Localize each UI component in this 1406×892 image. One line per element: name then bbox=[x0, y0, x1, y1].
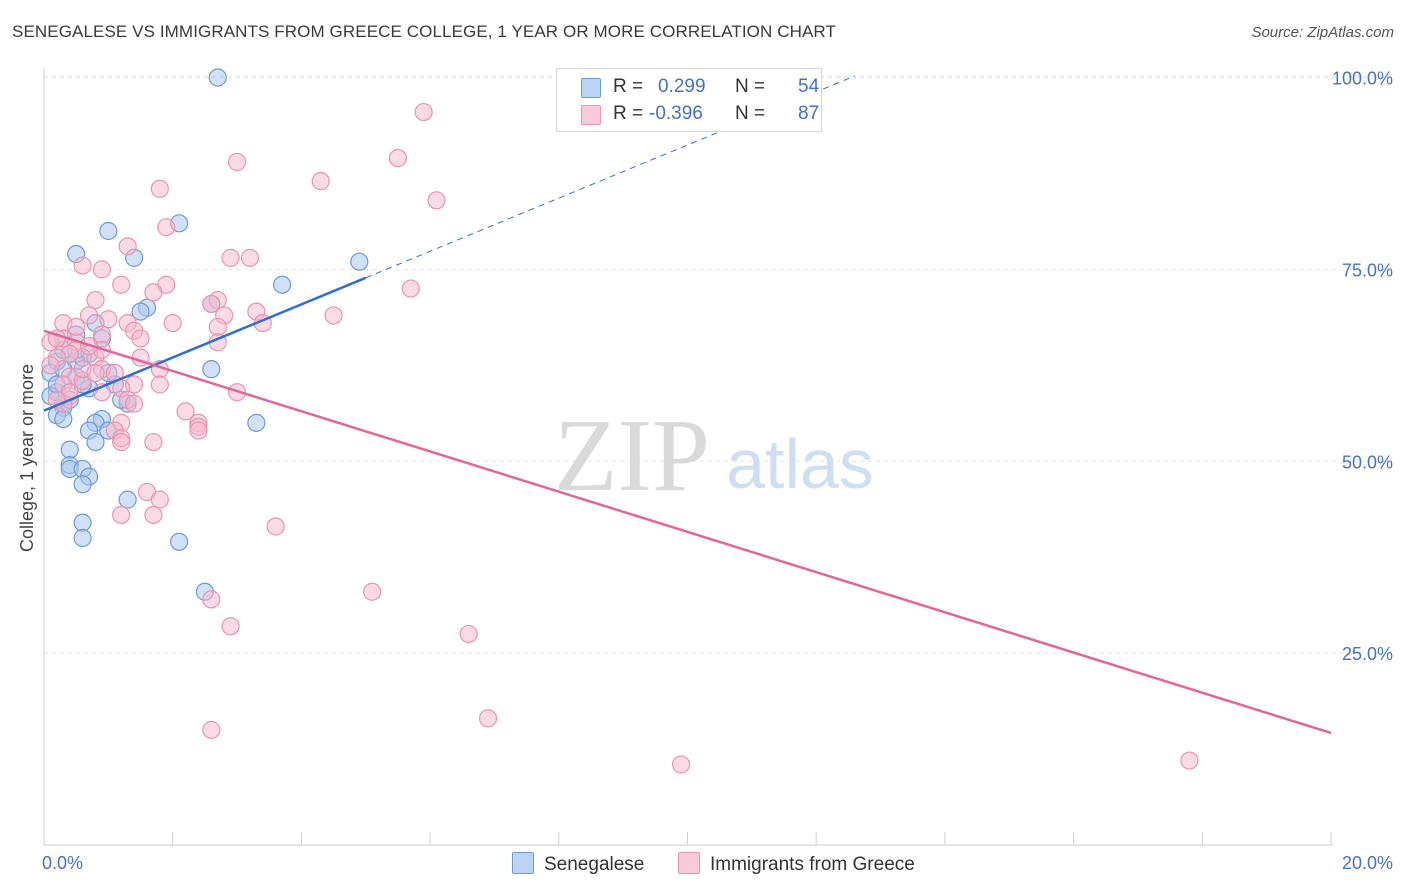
data-point-greece bbox=[92, 260, 112, 279]
tick-labels: 25.0% 50.0% 75.0% 100.0% 0.0% 20.0% bbox=[42, 69, 1393, 874]
legend-r-value: 0.299 bbox=[658, 76, 706, 97]
data-point-senegalese bbox=[202, 360, 221, 379]
bottom-legend-greece: Immigrants from Greece bbox=[678, 852, 915, 876]
data-point-greece bbox=[427, 191, 446, 210]
bottom-legend-label: Senegalese bbox=[544, 854, 645, 875]
gridlines bbox=[44, 75, 1394, 654]
chart-title: SENEGALESE VS IMMIGRANTS FROM GREECE COL… bbox=[12, 22, 836, 41]
data-point-greece bbox=[671, 755, 691, 774]
data-point-greece bbox=[240, 248, 260, 267]
data-point-greece bbox=[144, 283, 163, 302]
x-tick-label: 20.0% bbox=[1342, 853, 1393, 873]
data-point-senegalese bbox=[86, 432, 105, 452]
bottom-legend-label: Immigrants from Greece bbox=[710, 854, 915, 875]
data-point-greece bbox=[41, 356, 60, 375]
data-point-greece bbox=[208, 317, 227, 337]
watermark-zip: ZIP bbox=[554, 398, 710, 513]
y-tick-label: 75.0% bbox=[1342, 260, 1393, 280]
data-point-senegalese bbox=[54, 409, 73, 429]
y-tick-label: 100.0% bbox=[1332, 69, 1393, 89]
x-tick-label: 0.0% bbox=[42, 853, 83, 873]
data-point-greece bbox=[112, 275, 131, 294]
trendline-greece bbox=[43, 329, 1332, 735]
axes bbox=[43, 68, 1333, 846]
data-point-greece bbox=[478, 709, 498, 728]
data-point-greece bbox=[99, 310, 118, 329]
legend-n-value: 54 bbox=[798, 76, 820, 97]
data-point-greece bbox=[150, 375, 169, 394]
watermark-atlas: atlas bbox=[726, 425, 874, 503]
data-point-greece bbox=[202, 590, 221, 609]
data-point-greece bbox=[221, 248, 240, 267]
bottom-swatch-blue bbox=[512, 852, 534, 874]
y-axis-label: College, 1 year or more bbox=[17, 364, 37, 552]
legend-r-label: R = bbox=[613, 103, 644, 124]
data-point-greece bbox=[73, 256, 92, 275]
legend-swatch-blue bbox=[581, 78, 601, 98]
data-point-greece bbox=[124, 394, 144, 413]
data-point-senegalese bbox=[99, 221, 118, 241]
legend-r-value: -0.396 bbox=[649, 103, 703, 124]
data-point-greece bbox=[144, 432, 163, 452]
data-point-greece bbox=[79, 306, 99, 325]
greece-points bbox=[41, 102, 1199, 774]
data-point-greece bbox=[227, 152, 247, 172]
data-point-greece bbox=[150, 179, 169, 198]
data-point-greece bbox=[324, 306, 343, 325]
data-point-senegalese bbox=[60, 440, 79, 459]
trendline-senegalese bbox=[43, 276, 367, 412]
legend-swatch-pink bbox=[581, 105, 601, 125]
data-point-greece bbox=[202, 720, 221, 739]
data-point-senegalese bbox=[170, 532, 189, 551]
data-point-greece bbox=[1180, 751, 1199, 770]
data-point-greece bbox=[112, 432, 131, 452]
data-point-senegalese bbox=[73, 513, 92, 532]
data-point-greece bbox=[459, 624, 478, 644]
data-point-senegalese bbox=[118, 490, 137, 509]
data-point-greece bbox=[363, 582, 382, 601]
data-point-senegalese bbox=[131, 302, 150, 321]
data-point-greece bbox=[118, 237, 137, 256]
data-point-greece bbox=[189, 421, 208, 440]
data-point-greece bbox=[86, 290, 105, 310]
data-point-senegalese bbox=[272, 275, 292, 294]
data-point-greece bbox=[144, 505, 163, 525]
data-point-senegalese bbox=[208, 68, 227, 87]
senegalese-points bbox=[41, 68, 369, 601]
data-point-greece bbox=[311, 172, 330, 191]
data-point-greece bbox=[221, 617, 240, 636]
data-point-greece bbox=[176, 402, 195, 421]
data-point-greece bbox=[131, 329, 150, 348]
data-point-senegalese bbox=[73, 475, 92, 494]
data-point-greece bbox=[157, 218, 176, 237]
data-point-greece bbox=[401, 279, 420, 298]
stats-legend: R = 0.299 N = 54 R = -0.396 N = 87 bbox=[556, 68, 822, 132]
legend-n-label: N = bbox=[735, 103, 766, 124]
legend-r-label: R = bbox=[613, 76, 644, 97]
data-point-greece bbox=[150, 490, 169, 509]
bottom-swatch-pink bbox=[678, 852, 700, 874]
data-point-greece bbox=[67, 317, 86, 337]
source-credit: Source: ZipAtlas.com bbox=[1251, 24, 1394, 41]
data-point-greece bbox=[112, 505, 131, 525]
data-point-senegalese bbox=[247, 413, 266, 432]
data-point-greece bbox=[414, 102, 433, 122]
data-point-senegalese bbox=[350, 252, 369, 271]
y-tick-label: 50.0% bbox=[1342, 452, 1393, 472]
data-point-senegalese bbox=[73, 528, 92, 548]
y-tick-label: 25.0% bbox=[1342, 644, 1393, 664]
data-point-greece bbox=[163, 314, 182, 333]
data-point-greece bbox=[266, 517, 285, 536]
legend-n-value: 87 bbox=[798, 103, 820, 124]
data-point-greece bbox=[202, 294, 221, 314]
bottom-legend-senegalese: Senegalese bbox=[512, 852, 644, 876]
data-point-greece bbox=[86, 363, 105, 383]
legend-n-label: N = bbox=[735, 76, 766, 97]
data-point-greece bbox=[388, 148, 408, 168]
